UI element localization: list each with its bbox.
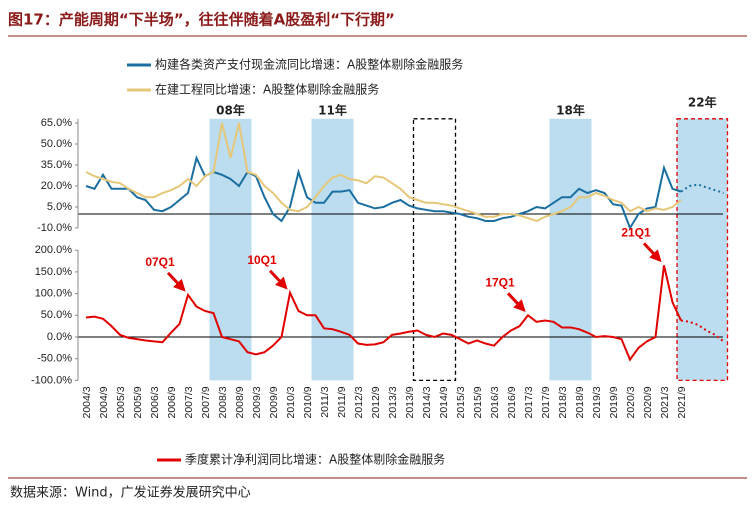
annotation: 17Q1 — [485, 275, 515, 289]
highlight-band — [311, 118, 354, 381]
x-tick-label: 2006/3 — [149, 386, 161, 418]
y-tick-label: 20.0% — [41, 180, 72, 192]
annotation-arrow — [268, 269, 288, 290]
x-tick-label: 2015/3 — [455, 386, 467, 418]
y-tick-label: -10.0% — [37, 222, 72, 234]
x-tick-label: 2013/9 — [404, 386, 416, 418]
series-line — [85, 122, 682, 223]
y-tick-label: -50.0% — [37, 353, 72, 365]
legend-label: 构建各类资产支付现金流同比增速：A股整体剔除金融服务 — [155, 57, 463, 72]
highlight-band — [412, 118, 457, 382]
x-tick-label: 2020/3 — [625, 386, 637, 418]
x-tick-label: 2014/3 — [421, 386, 433, 418]
y-tick-label: 150.0% — [35, 266, 73, 278]
x-tick-label: 2016/3 — [489, 386, 501, 418]
x-tick-label: 2010/9 — [302, 386, 314, 418]
x-tick-label: 2005/3 — [115, 386, 127, 418]
series-line — [85, 265, 682, 362]
y-tick-label: 50.0% — [41, 309, 72, 321]
x-tick-label: 2009/9 — [268, 386, 280, 418]
band-label: 08年 — [216, 102, 245, 117]
x-tick-label: 2019/3 — [591, 386, 603, 418]
y-tick-label: 100.0% — [35, 288, 73, 300]
y-tick-label: 0.0% — [47, 331, 72, 343]
x-tick-label: 2017/9 — [540, 386, 552, 418]
y-tick-label: 35.0% — [41, 159, 72, 171]
x-tick-label: 2006/9 — [166, 386, 178, 418]
x-tick-label: 2012/3 — [353, 386, 365, 418]
x-tick-label: 2009/3 — [251, 386, 263, 418]
y-tick-label: -100.0% — [31, 374, 72, 386]
x-tick-label: 2020/9 — [642, 386, 654, 418]
chart-title: 图17：产能周期“下半场”，往往伴随着A股盈利“下行期” — [8, 11, 395, 29]
x-tick-label: 2014/9 — [438, 386, 450, 418]
x-tick-label: 2008/9 — [234, 386, 246, 418]
series-line — [85, 154, 682, 231]
x-tick-label: 2017/3 — [523, 386, 535, 418]
annotation: 07Q1 — [145, 255, 175, 269]
x-tick-label: 2011/9 — [336, 386, 348, 417]
annotation-arrow — [506, 292, 526, 313]
x-tick-label: 2021/9 — [676, 386, 688, 418]
x-tick-label: 2011/3 — [319, 386, 331, 417]
highlight-band — [676, 118, 729, 382]
x-tick-label: 2016/9 — [506, 386, 518, 418]
annotation: 21Q1 — [621, 226, 651, 240]
x-tick-label: 2013/3 — [387, 386, 399, 418]
x-tick-label: 2019/9 — [608, 386, 620, 418]
x-tick-label: 2004/3 — [81, 386, 93, 418]
band-label: 18年 — [556, 102, 585, 117]
x-tick-label: 2010/3 — [285, 386, 297, 418]
x-tick-label: 2021/3 — [659, 386, 671, 418]
legend-label: 在建工程同比增速：A股整体剔除金融服务 — [155, 82, 379, 97]
x-tick-label: 2012/9 — [370, 386, 382, 418]
source: 数据来源：Wind，广发证券发展研究中心 — [10, 485, 251, 501]
annotation-arrow — [642, 242, 662, 263]
highlight-band — [549, 118, 592, 381]
x-tick-label: 2004/9 — [98, 386, 110, 418]
annotation-arrow — [166, 271, 186, 292]
x-tick-label: 2007/3 — [183, 386, 195, 418]
y-tick-label: 200.0% — [35, 244, 73, 256]
legend-label: 季度累计净利润同比增速：A股整体剔除金融服务 — [185, 452, 445, 467]
x-tick-label: 2005/9 — [132, 386, 144, 418]
band-label: 11年 — [318, 102, 347, 117]
annotation: 10Q1 — [247, 253, 277, 267]
x-tick-label: 2015/9 — [472, 386, 484, 418]
x-tick-label: 2018/9 — [574, 386, 586, 418]
y-tick-label: 65.0% — [41, 117, 72, 129]
y-tick-label: 5.0% — [47, 201, 72, 213]
x-tick-label: 2008/3 — [217, 386, 229, 418]
x-tick-label: 2018/3 — [557, 386, 569, 418]
y-tick-label: 50.0% — [41, 138, 72, 150]
band-label: 22年 — [688, 94, 717, 109]
x-tick-label: 2007/9 — [200, 386, 212, 418]
